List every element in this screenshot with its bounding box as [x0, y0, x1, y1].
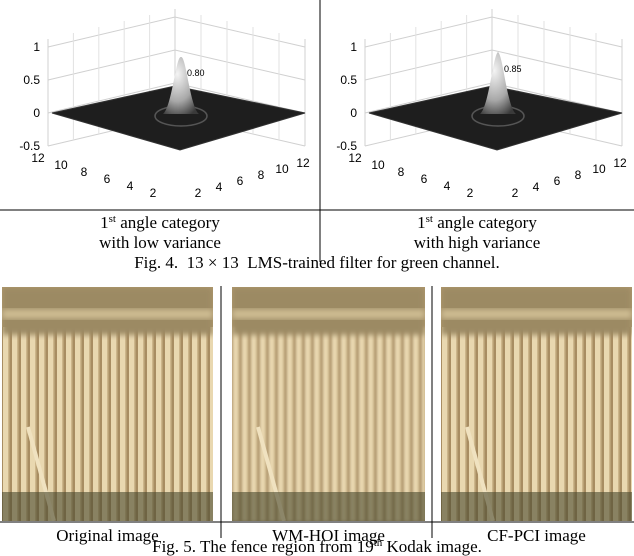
z-tick-label: 0.5	[23, 73, 40, 87]
x-tick-label: 8	[81, 165, 88, 179]
z-tick-label: -0.5	[19, 139, 40, 153]
caption-text: Fig. 5. The fence region from 19	[152, 537, 374, 556]
fence-pickets	[441, 327, 632, 521]
y-tick-label: 12	[296, 156, 310, 170]
grid-line	[47, 16, 306, 48]
ordinal-suffix: st	[426, 213, 433, 225]
y-tick-label: 4	[216, 180, 223, 194]
caption-text: Kodak image.	[382, 537, 482, 556]
panel-label: CF-PCI image	[487, 526, 586, 545]
y-tick-label: 10	[275, 162, 289, 176]
x-tick-label: 6	[104, 172, 111, 186]
fig5-separators	[0, 286, 634, 538]
x-tick-label: 10	[371, 158, 385, 172]
x-tick-label: 2	[467, 186, 474, 200]
z-tick-label: 0.5	[340, 73, 357, 87]
x-tick-label: 4	[444, 179, 451, 193]
z-tick-label: 1	[350, 40, 357, 54]
y-tick-label: 6	[237, 174, 244, 188]
x-tick-label: 10	[54, 158, 68, 172]
fence-content	[232, 287, 425, 521]
z-tick-label: 1	[33, 40, 40, 54]
caption-text: angle category	[116, 213, 220, 232]
fence-image	[232, 287, 425, 521]
fence-rail	[441, 309, 632, 319]
panel-label: WM-HOI image	[272, 526, 385, 545]
y-tick-label: 12	[613, 156, 627, 170]
ground	[2, 492, 213, 521]
x-tick-label: 4	[127, 179, 134, 193]
peak-label: 0.85	[504, 64, 522, 74]
surface	[368, 85, 623, 151]
fig4-separators	[0, 0, 634, 262]
x-tick-label: 12	[31, 151, 45, 165]
y-tick-label: 4	[533, 180, 540, 194]
caption-line: with low variance	[99, 233, 221, 252]
fence-image	[441, 287, 632, 521]
y-tick-label: 8	[575, 168, 582, 182]
caption-line: 1st angle category	[417, 213, 537, 232]
caption-line: with high variance	[414, 233, 541, 252]
y-tick-label: 2	[195, 186, 202, 200]
fence-image	[2, 287, 213, 521]
caption-line: 1st angle category	[100, 213, 220, 232]
y-tick-label: 2	[512, 186, 519, 200]
figure-caption: Fig. 4. 13 × 13 LMS-trained filter for g…	[134, 253, 500, 272]
x-tick-label: 12	[348, 151, 362, 165]
x-tick-label: 2	[150, 186, 157, 200]
ordinal-suffix: st	[109, 213, 116, 225]
z-tick-label: -0.5	[336, 139, 357, 153]
fence-pickets	[2, 327, 213, 521]
z-tick-label: 0	[33, 106, 40, 120]
x-tick-label: 8	[398, 165, 405, 179]
ordinal: 1	[417, 213, 426, 232]
y-tick-label: 6	[554, 174, 561, 188]
panel-label: Original image	[56, 526, 158, 545]
peak	[480, 52, 516, 114]
ordinal-suffix: th	[374, 537, 383, 549]
caption-text: angle category	[433, 213, 537, 232]
fence-rail	[232, 309, 425, 319]
x-tick-label: 6	[421, 172, 428, 186]
fence-images	[2, 287, 632, 521]
y-tick-label: 8	[258, 168, 265, 182]
ordinal: 1	[100, 213, 109, 232]
peak	[163, 56, 199, 114]
y-tick-label: 10	[592, 162, 606, 176]
fence-rail	[2, 309, 213, 319]
fence-pickets	[232, 327, 425, 521]
peak-label: 0.80	[187, 68, 205, 78]
fence-content	[2, 287, 213, 521]
figure-caption: Fig. 5. The fence region from 19th Kodak…	[152, 537, 482, 556]
fence-content	[441, 287, 632, 521]
z-tick-label: 0	[350, 106, 357, 120]
ground	[232, 492, 425, 521]
ground	[441, 492, 632, 521]
grid-line	[364, 16, 623, 48]
surface	[51, 85, 306, 151]
